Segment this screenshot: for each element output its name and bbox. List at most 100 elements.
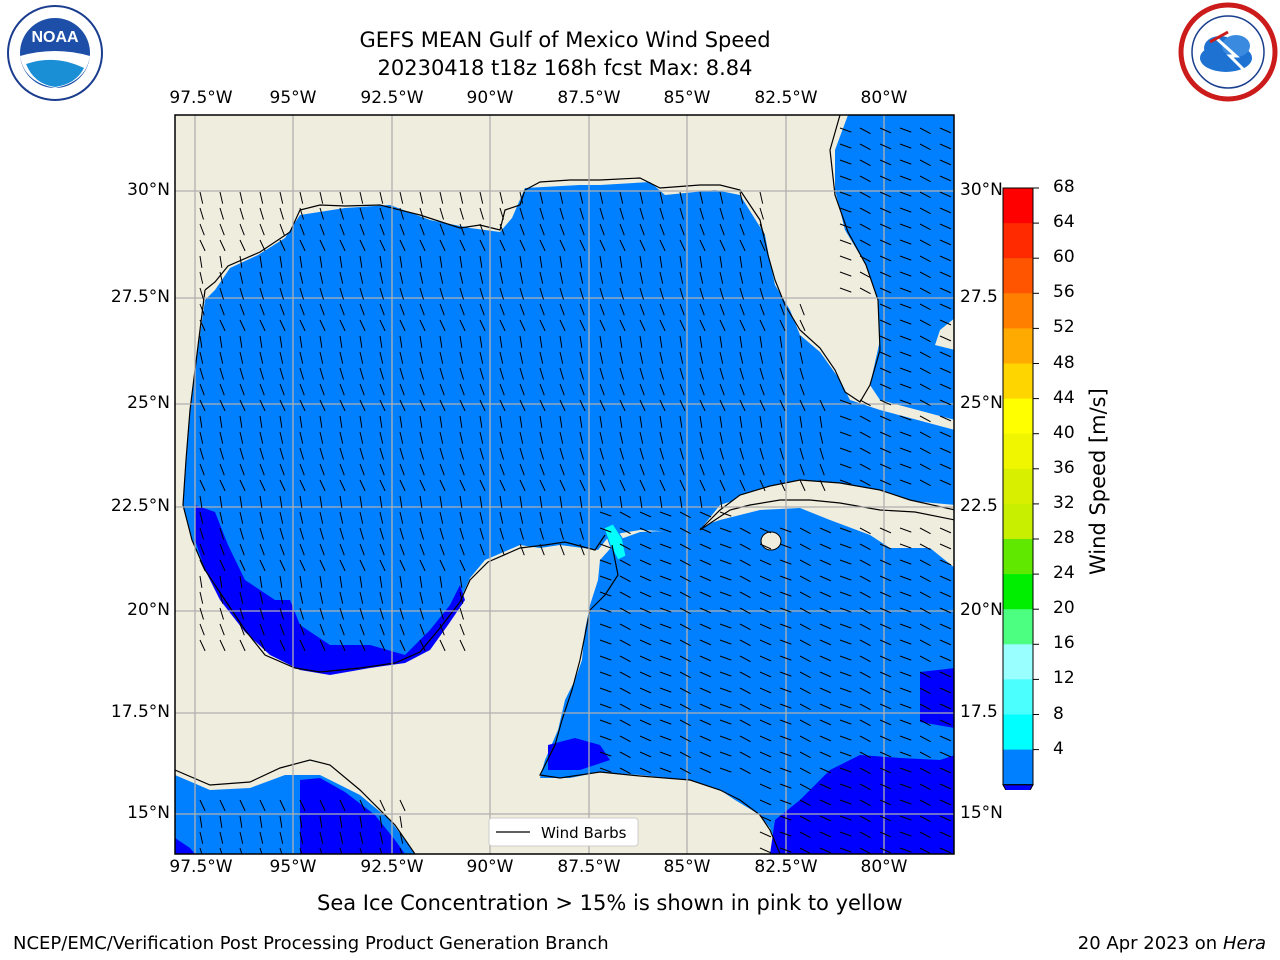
wind-barb [759, 479, 766, 492]
wind-barb [879, 223, 892, 230]
wind-barb [919, 463, 931, 471]
wind-barb [339, 287, 344, 300]
wind-barb [679, 319, 686, 332]
colorbar-segment [1003, 574, 1033, 610]
wind-barb [499, 319, 506, 332]
wind-barb [859, 223, 871, 231]
wind-barb [679, 367, 684, 380]
wind-barb [539, 223, 545, 236]
wind-barb [379, 623, 385, 636]
colorbar-tick-label: 64 [1053, 212, 1075, 233]
wind-barb [559, 431, 564, 444]
wind-barb [679, 607, 691, 615]
wind-barb [499, 223, 505, 236]
wind-barb [559, 303, 565, 316]
wind-barb [859, 527, 871, 535]
wind-barb [859, 687, 871, 695]
wind-barb [279, 575, 283, 588]
wind-barb [759, 303, 765, 316]
wind-barb [779, 351, 784, 364]
wind-barb [359, 815, 363, 828]
wind-barb [299, 335, 303, 348]
wind-barb [459, 239, 466, 252]
lon-label-bot: 85°W [663, 857, 711, 877]
wind-barb [419, 287, 424, 300]
wind-barb [499, 271, 504, 284]
wind-barb [399, 351, 404, 364]
wind-barb [239, 639, 246, 652]
wind-barb [659, 511, 672, 517]
wind-barb [839, 623, 852, 629]
wind-barb [359, 415, 363, 428]
wind-barb [419, 591, 424, 604]
wind-barb [699, 367, 704, 380]
colorbar-segment [1003, 293, 1033, 329]
wind-barb [499, 255, 503, 268]
wind-barb [419, 255, 423, 268]
wind-barb [899, 271, 912, 277]
wind-barb [339, 799, 346, 812]
wind-barb [939, 799, 952, 806]
wind-barb [379, 495, 383, 508]
wind-barb [599, 431, 604, 444]
wind-barb [799, 703, 811, 711]
colorbar-tick-label: 20 [1053, 598, 1075, 619]
wind-barb [799, 335, 803, 348]
wind-barb [759, 815, 772, 822]
wind-barb [259, 447, 264, 460]
wind-barb [379, 415, 383, 428]
wind-barb [739, 703, 751, 711]
wind-barb [519, 463, 525, 476]
wind-barb [859, 767, 871, 775]
wind-barb [579, 255, 583, 268]
wind-barb [339, 207, 344, 220]
wind-barb [799, 671, 811, 679]
colorbar-segment [1003, 539, 1033, 575]
wind-barb [479, 511, 484, 524]
chart-title-line2: 20230418 t18z 168h fcst Max: 8.84 [377, 56, 753, 80]
wind-barb [719, 495, 723, 508]
wind-barb [579, 207, 584, 220]
wind-barb [619, 191, 624, 204]
wind-barb [499, 511, 504, 524]
wind-barb [539, 351, 544, 364]
wind-barb [859, 751, 871, 759]
wind-barb [679, 303, 685, 316]
wind-barb [719, 399, 726, 412]
wind-barb [299, 255, 303, 268]
wind-barb [599, 559, 612, 565]
colorbar-segment [1003, 363, 1033, 400]
wind-barb [379, 271, 384, 284]
wind-barb [859, 159, 871, 167]
wind-barb [459, 415, 463, 428]
wind-barb [939, 639, 952, 646]
wind-barb [459, 431, 464, 444]
wind-barb [439, 447, 444, 460]
wind-barb [239, 479, 246, 492]
noaa-logo: NOAA [6, 4, 104, 102]
wind-barb [739, 623, 751, 631]
wind-barb [279, 623, 285, 636]
wind-barb [299, 367, 304, 380]
colorbar-segment [1003, 188, 1033, 224]
wind-barb [239, 383, 245, 396]
wind-barb [839, 239, 852, 245]
wind-barb [639, 239, 646, 252]
wind-barb [459, 543, 465, 556]
lon-label-bot: 87.5°W [557, 857, 621, 877]
wind-barb [699, 463, 705, 476]
wind-barb [319, 191, 324, 204]
wind-barb [359, 351, 364, 364]
wind-barb [579, 511, 584, 524]
wind-barb [259, 799, 266, 812]
wind-barb [199, 799, 206, 812]
wind-barb [199, 559, 206, 572]
wind-barb [439, 559, 446, 572]
wind-barb [939, 543, 952, 550]
colorbar-tick-label: 40 [1053, 422, 1075, 443]
wind-barb [899, 703, 912, 709]
wind-barb [239, 527, 244, 540]
wind-barb [539, 303, 545, 316]
wind-barb [499, 399, 506, 412]
wind-barb [419, 607, 424, 620]
